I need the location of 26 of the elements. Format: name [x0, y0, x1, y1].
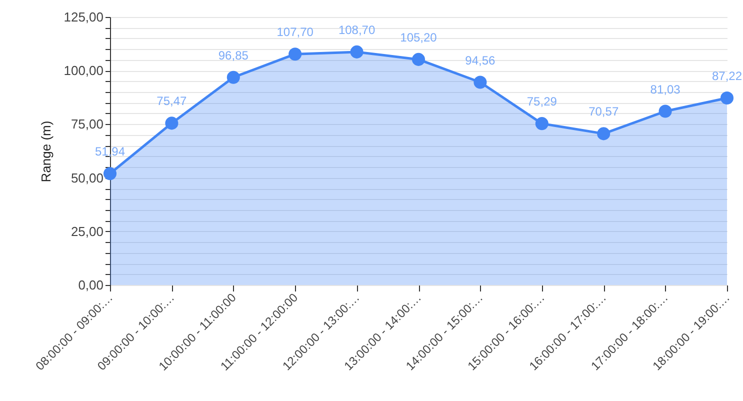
- data-label: 75,47: [156, 94, 188, 108]
- point: [597, 127, 610, 140]
- point: [658, 104, 672, 118]
- point: [226, 70, 240, 84]
- y-tick-label: 75,00: [70, 116, 104, 132]
- point: [165, 116, 178, 130]
- point: [350, 45, 364, 58]
- data-label: 75,29: [526, 94, 558, 109]
- point: [535, 117, 548, 130]
- y-tick-label: 25,00: [70, 224, 104, 239]
- y-tick-label: 100,00: [64, 63, 104, 78]
- y-axis-title: Range (m): [38, 120, 54, 182]
- point: [412, 52, 426, 66]
- data-label: 96,85: [218, 48, 249, 62]
- point: [474, 76, 487, 89]
- data-label: 81,03: [650, 82, 681, 96]
- y-tick-label: 50,00: [70, 170, 104, 186]
- y-tick-label: 125,00: [64, 10, 104, 24]
- data-label: 94,56: [465, 53, 496, 68]
- data-label: 70,57: [588, 104, 619, 119]
- data-label: 108,70: [338, 22, 376, 37]
- data-label: 87,22: [712, 69, 742, 83]
- point: [103, 167, 117, 180]
- y-tick-label: 0,00: [78, 278, 104, 292]
- data-label: 107,70: [276, 25, 314, 40]
- data-label: 105,20: [400, 30, 438, 44]
